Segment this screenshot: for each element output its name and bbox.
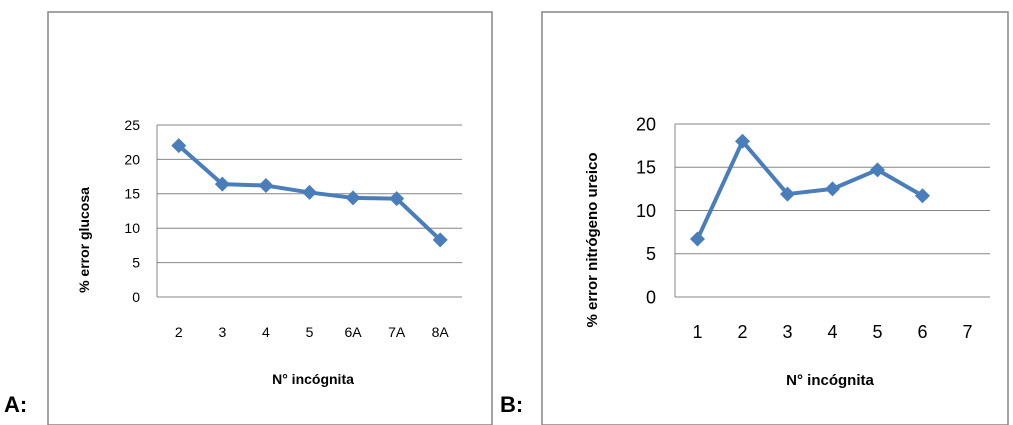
x-tick-label: 4	[262, 324, 270, 340]
data-point-b-5	[870, 162, 885, 178]
data-point-a-5	[302, 184, 317, 200]
y-tick-label: 5	[646, 244, 656, 264]
y-tick-label: 10	[124, 220, 140, 236]
y-tick-label: 20	[636, 114, 656, 134]
data-point-a-7A	[389, 191, 405, 207]
x-tick-label: 6	[917, 322, 927, 342]
chart-frame	[541, 11, 1009, 425]
y-tick-label: 5	[132, 255, 140, 271]
data-point-b-6	[915, 188, 930, 204]
x-tick-label: 3	[782, 322, 792, 342]
data-point-b-1	[690, 231, 705, 247]
y-axis-title: % error nitrógeno ureico	[584, 152, 601, 327]
data-point-a-8A	[432, 232, 448, 248]
panel-label-b: B:	[500, 392, 524, 417]
x-tick-label: 1	[692, 322, 702, 342]
x-tick-label: 5	[306, 324, 314, 340]
data-point-a-2	[171, 138, 187, 154]
y-tick-label: 25	[124, 117, 140, 133]
data-point-a-4	[258, 178, 274, 194]
x-tick-label: 2	[737, 322, 747, 342]
y-tick-label: 10	[636, 201, 656, 221]
y-tick-label: 20	[124, 151, 140, 167]
x-axis-title: N° incógnita	[786, 372, 874, 389]
x-tick-label: 4	[827, 322, 837, 342]
x-tick-label: 8A	[432, 324, 450, 340]
data-point-b-4	[825, 181, 840, 197]
data-point-b-3	[780, 186, 795, 202]
x-tick-label: 7	[962, 322, 972, 342]
y-tick-label: 15	[636, 158, 656, 178]
x-tick-label: 7A	[388, 324, 406, 340]
series-line	[695, 139, 924, 240]
x-tick-label: 3	[218, 324, 226, 340]
y-axis-title: % error glucosa	[76, 187, 92, 293]
data-point-a-6A	[345, 190, 361, 206]
data-point-b-2	[735, 133, 750, 149]
y-tick-label: 0	[132, 289, 140, 305]
x-tick-label: 5	[872, 322, 882, 342]
chart-glucosa: 0 5 10 15 20 25 2 3 4 5 6A 7A 8A N° incógnita % error …	[47, 11, 493, 425]
chart-frame	[47, 11, 493, 425]
x-tick-label: 6A	[345, 324, 363, 340]
x-tick-label: 2	[175, 324, 183, 340]
data-point-a-3	[214, 176, 230, 192]
x-axis-title: N° incógnita	[272, 371, 354, 387]
chart-nitrogeno-ureico: 0 5 10 15 20 1 2 3 4 5 6 7 N° incógnita % error nitró…	[541, 11, 1009, 425]
y-tick-label: 15	[124, 186, 140, 202]
panel-label-a: A:	[4, 392, 28, 417]
y-tick-label: 0	[646, 287, 656, 307]
